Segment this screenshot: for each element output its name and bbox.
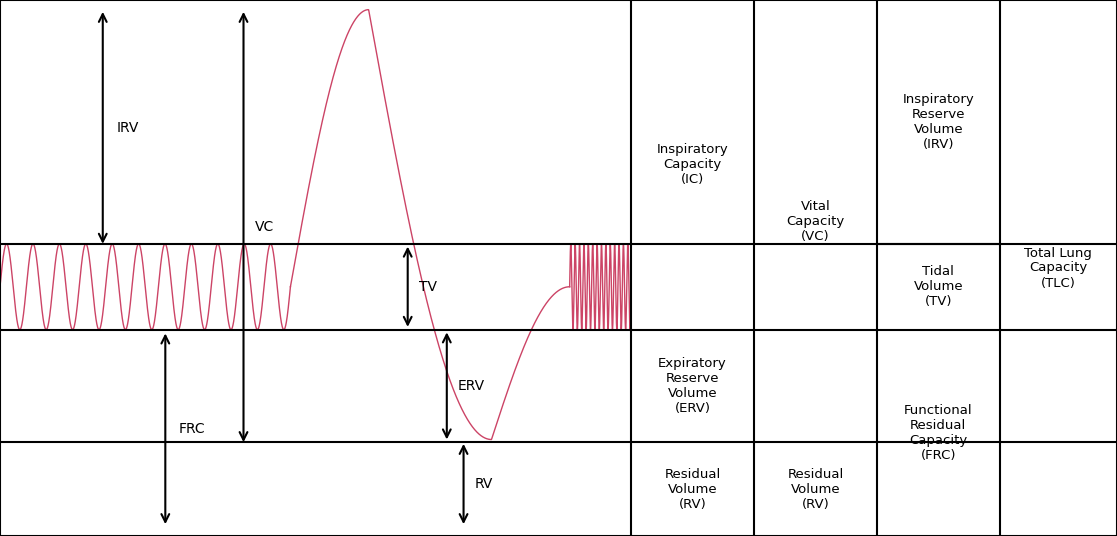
Text: Residual
Volume
(RV): Residual Volume (RV) <box>787 467 843 511</box>
Text: TV: TV <box>419 280 437 294</box>
Text: VC: VC <box>255 220 274 234</box>
Text: Inspiratory
Reserve
Volume
(IRV): Inspiratory Reserve Volume (IRV) <box>903 93 974 151</box>
Text: Functional
Residual
Capacity
(FRC): Functional Residual Capacity (FRC) <box>904 404 973 462</box>
Text: Vital
Capacity
(VC): Vital Capacity (VC) <box>786 199 844 243</box>
Text: Expiratory
Reserve
Volume
(ERV): Expiratory Reserve Volume (ERV) <box>658 357 727 415</box>
Text: Tidal
Volume
(TV): Tidal Volume (TV) <box>914 265 963 308</box>
Text: Residual
Volume
(RV): Residual Volume (RV) <box>665 467 720 511</box>
Text: ERV: ERV <box>458 379 485 393</box>
Text: IRV: IRV <box>116 121 139 135</box>
Text: FRC: FRC <box>179 422 206 436</box>
Text: Inspiratory
Capacity
(IC): Inspiratory Capacity (IC) <box>657 143 728 187</box>
Text: Total Lung
Capacity
(TLC): Total Lung Capacity (TLC) <box>1024 247 1092 289</box>
Text: RV: RV <box>475 477 493 491</box>
